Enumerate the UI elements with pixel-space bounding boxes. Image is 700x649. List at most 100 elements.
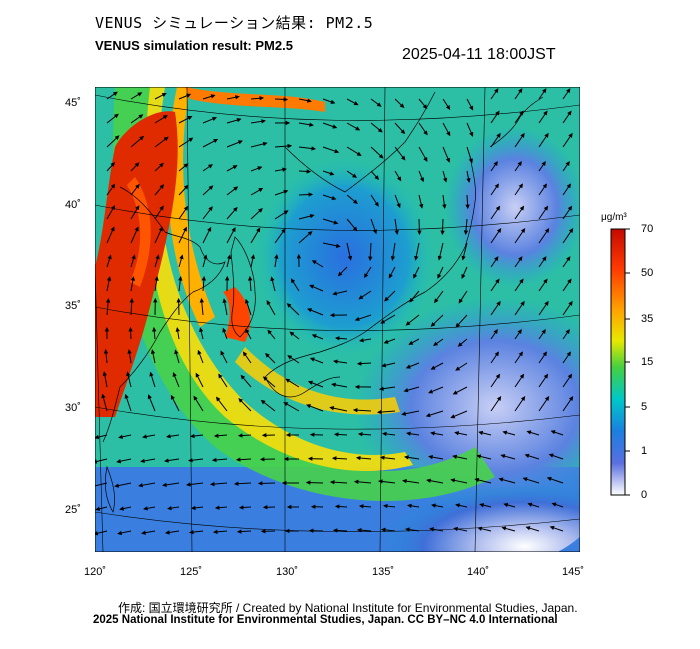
northern-plume xyxy=(185,87,325,112)
wind-arrow-head xyxy=(135,205,140,211)
wind-arrow-head xyxy=(137,92,143,97)
wind-arrow-head xyxy=(478,430,484,436)
wind-arrow-head xyxy=(520,132,525,138)
wind-arrow-head xyxy=(307,380,313,385)
wind-arrow-head xyxy=(353,199,358,205)
wind-arrow-head xyxy=(500,454,506,459)
wind-arrow-head xyxy=(142,434,147,439)
wind-arrow-head xyxy=(329,406,335,411)
wind-arrow-head xyxy=(163,136,169,142)
wind-arrow-head xyxy=(154,276,159,281)
wind-arrow-head xyxy=(396,203,401,209)
wind-arrow-head xyxy=(307,456,313,461)
wind-arrow-head xyxy=(150,349,156,355)
wind-arrow-head xyxy=(450,414,456,419)
wind-arrow-head xyxy=(437,273,442,279)
wind-arrow-head xyxy=(566,256,571,262)
wind-arrow-head xyxy=(307,230,313,236)
wind-arrow-head xyxy=(527,502,533,507)
wind-arrow-head xyxy=(406,503,412,509)
wind-arrow-head xyxy=(495,373,501,379)
wind-arrow-head xyxy=(242,351,248,357)
wind-arrow-head xyxy=(567,278,572,284)
wind-arrow-head xyxy=(284,528,290,534)
wind-arrow-head xyxy=(283,97,289,102)
wind-arrow-head xyxy=(162,115,168,120)
graticule xyxy=(95,87,580,552)
wind-arrow-head xyxy=(543,110,548,116)
wind-arrow-head xyxy=(549,525,555,530)
wind-arrow-head xyxy=(379,386,384,391)
lat-label-25: 25˚ xyxy=(65,504,81,516)
wind-arrow-head xyxy=(337,271,343,277)
wind-arrow-head xyxy=(270,276,275,282)
wind-arrow-head xyxy=(201,275,207,281)
wind-arrow-head xyxy=(287,143,293,149)
wind-arrow-head xyxy=(143,506,148,511)
wind-arrow-head xyxy=(237,433,243,438)
wind-arrow-head xyxy=(281,228,286,234)
wind-arrow-head xyxy=(207,226,212,232)
wind-arrow-head xyxy=(496,300,501,306)
wind-arrow-head xyxy=(455,503,461,508)
wind-arrow-head xyxy=(495,205,501,211)
wind-arrow-head xyxy=(454,431,460,436)
wind-arrow-head xyxy=(265,352,270,358)
wind-arrow-head xyxy=(374,201,379,207)
title-english: VENUS simulation result: PM2.5 xyxy=(95,38,293,53)
wind-arrow-head xyxy=(222,327,227,333)
wind-arrow-head xyxy=(240,374,246,380)
wind-arrow-head xyxy=(494,351,499,357)
wind-arrow-head xyxy=(430,431,435,436)
wind-arrow-head xyxy=(138,483,143,488)
wind-arrow-head xyxy=(329,312,335,318)
wind-arrow-head xyxy=(130,276,136,281)
elevated-pm25-arc xyxy=(144,87,413,472)
wind-arrow-head xyxy=(159,184,165,190)
wind-arrow-head xyxy=(400,129,406,135)
wind-arrow-head xyxy=(213,138,219,144)
wind-arrow-head xyxy=(566,351,571,357)
lon-label-140: 140˚ xyxy=(467,566,490,578)
wind-arrow-head xyxy=(502,430,508,435)
wind-arrow-head xyxy=(161,93,167,98)
korea-peninsula-hotspot xyxy=(223,287,251,342)
wind-arrow-head xyxy=(311,146,317,151)
wind-arrow-head xyxy=(399,103,405,109)
wind-arrow-head xyxy=(114,483,120,488)
wind-arrow-head xyxy=(105,297,111,303)
wind-arrow-head xyxy=(332,359,338,364)
colorbar-tick-50: 50 xyxy=(641,267,654,279)
wind-arrow-head xyxy=(363,273,369,279)
wind-arrow-head xyxy=(520,396,526,401)
wind-arrow-head xyxy=(455,366,461,371)
wind-arrow-head xyxy=(335,243,341,248)
wind-arrow-head xyxy=(305,480,311,485)
colorbar-unit: μg/m³ xyxy=(601,212,627,223)
wind-arrow-head xyxy=(377,479,383,484)
colorbar-tick-70: 70 xyxy=(641,223,654,235)
wind-arrow-head xyxy=(233,186,239,191)
wind-arrow-head xyxy=(183,184,189,190)
wind-arrow-head xyxy=(257,481,263,486)
wind-arrow-head xyxy=(110,226,115,232)
wind-arrow-head xyxy=(380,527,386,533)
wind-arrow-head xyxy=(383,339,389,344)
wind-arrow-head xyxy=(356,527,362,533)
wind-arrow-head xyxy=(107,254,112,260)
wind-arrow-head xyxy=(423,156,428,162)
wind-arrow-head xyxy=(213,433,219,438)
wind-arrow-head xyxy=(102,371,107,376)
wind-arrow-head xyxy=(309,432,315,437)
wind-arrow-head xyxy=(402,478,407,484)
wind-arrow-head xyxy=(311,334,317,339)
wind-arrow-head xyxy=(283,189,289,194)
wind-arrow-head xyxy=(403,388,409,393)
colorbar-tick-5: 5 xyxy=(641,401,648,413)
wind-arrow-head xyxy=(106,276,112,282)
wind-arrow-head xyxy=(287,355,293,360)
wind-arrow-head xyxy=(286,504,292,510)
wind-arrow-head xyxy=(211,457,217,463)
wind-arrow-head xyxy=(428,454,433,460)
wind-arrow-head xyxy=(187,458,193,463)
